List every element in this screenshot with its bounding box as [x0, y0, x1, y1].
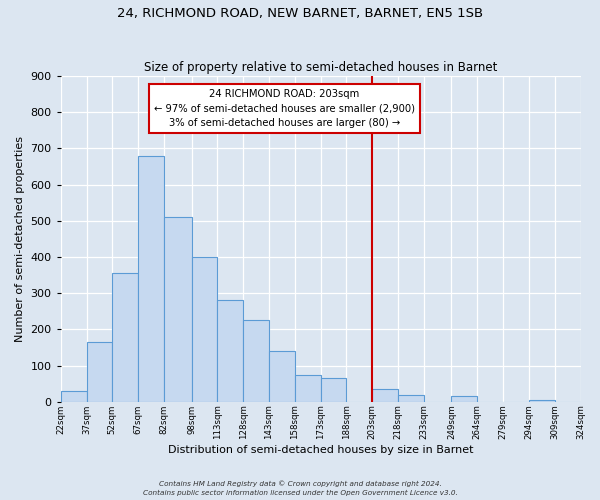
Bar: [164, 217, 191, 402]
Y-axis label: Number of semi-detached properties: Number of semi-detached properties: [15, 136, 25, 342]
X-axis label: Distribution of semi-detached houses by size in Barnet: Distribution of semi-detached houses by …: [168, 445, 473, 455]
Text: 24, RICHMOND ROAD, NEW BARNET, BARNET, EN5 1SB: 24, RICHMOND ROAD, NEW BARNET, BARNET, E…: [117, 8, 483, 20]
Bar: [61, 391, 86, 402]
Text: 24 RICHMOND ROAD: 203sqm
← 97% of semi-detached houses are smaller (2,900)
3% of: 24 RICHMOND ROAD: 203sqm ← 97% of semi-d…: [154, 89, 415, 128]
Bar: [398, 394, 424, 402]
Bar: [138, 156, 164, 402]
Bar: [320, 378, 346, 402]
Bar: [451, 396, 477, 402]
Bar: [243, 320, 269, 402]
Bar: [269, 351, 295, 402]
Bar: [372, 389, 398, 402]
Bar: [86, 342, 112, 402]
Bar: [112, 274, 138, 402]
Text: Contains HM Land Registry data © Crown copyright and database right 2024.
Contai: Contains HM Land Registry data © Crown c…: [143, 480, 457, 496]
Bar: [295, 374, 320, 402]
Bar: [529, 400, 554, 402]
Bar: [191, 257, 217, 402]
Title: Size of property relative to semi-detached houses in Barnet: Size of property relative to semi-detach…: [144, 60, 497, 74]
Bar: [217, 300, 243, 402]
